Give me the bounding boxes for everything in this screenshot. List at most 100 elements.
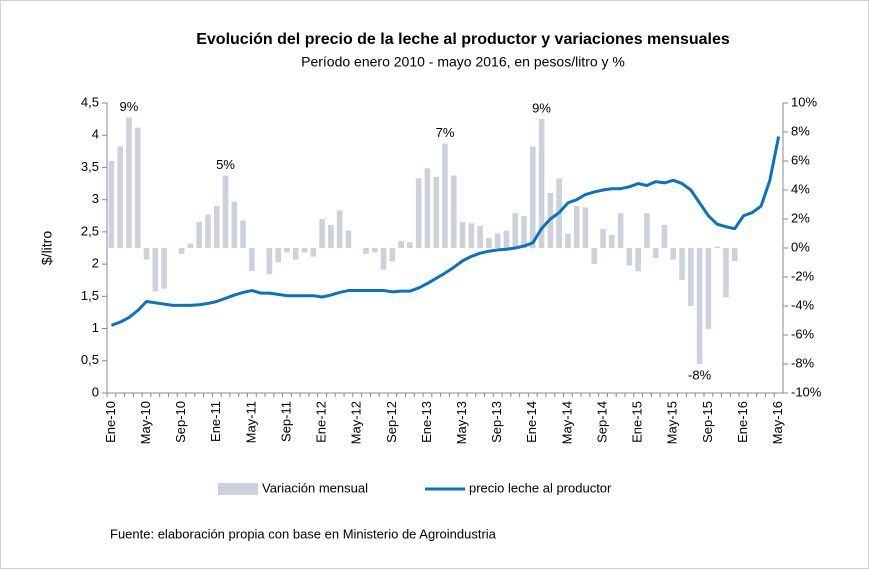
bar [240, 220, 246, 248]
y-tick-label: 2,5 [81, 223, 99, 238]
bar [450, 175, 457, 248]
x-tick-label: May-15 [665, 401, 680, 444]
bar [249, 248, 255, 272]
bar [108, 161, 115, 248]
x-tick-label: Sep-10 [173, 401, 188, 443]
bar [134, 127, 141, 248]
y2-tick-label: -10% [791, 384, 822, 399]
y-tick-label: 1 [92, 320, 99, 335]
bar [608, 234, 615, 248]
bar [529, 146, 536, 248]
x-tick-label: May-14 [559, 401, 574, 444]
y2-tick-label: -6% [791, 326, 815, 341]
y-tick-label: 0 [92, 384, 99, 399]
bar [661, 224, 668, 248]
bar [688, 248, 694, 306]
bar [205, 214, 211, 248]
bar [363, 248, 369, 254]
y2-tick-label: 8% [791, 123, 810, 138]
bar [380, 248, 387, 270]
bar [292, 248, 299, 260]
data-label: 9% [532, 100, 551, 115]
bar [117, 146, 123, 248]
bar [152, 248, 159, 292]
x-tick-label: Ene-14 [524, 401, 539, 443]
bar [336, 210, 343, 248]
bar [389, 248, 396, 262]
y2-tick-label: 4% [791, 181, 810, 196]
bar [635, 248, 641, 272]
data-label: 9% [120, 99, 139, 114]
bar [407, 242, 413, 248]
x-tick-label: Sep-13 [489, 401, 504, 443]
bar [424, 168, 431, 248]
bar [459, 221, 466, 248]
bar [161, 248, 167, 289]
bar [503, 230, 510, 248]
bar [433, 176, 440, 248]
bar [284, 248, 290, 253]
x-tick-label: Ene-10 [103, 401, 118, 443]
bar [512, 213, 519, 248]
x-tick-label: Sep-12 [384, 401, 399, 443]
bar [723, 248, 729, 298]
bar [328, 224, 334, 248]
y2-tick-label: 2% [791, 210, 810, 225]
bar [231, 201, 238, 248]
data-label: 5% [216, 157, 235, 172]
bar [670, 248, 677, 260]
y-tick-label: 4 [92, 127, 99, 142]
bar [213, 205, 220, 248]
chart-title: Evolución del precio de la leche al prod… [196, 31, 730, 48]
bar [143, 248, 150, 260]
bar [521, 216, 527, 248]
bar [626, 248, 633, 266]
y-axis-label: $/litro [39, 231, 55, 265]
bar [126, 117, 132, 248]
bar [468, 223, 475, 248]
y2-tick-label: 0% [791, 239, 810, 254]
bar [301, 248, 308, 253]
y2-tick-label: -2% [791, 268, 815, 283]
bar [696, 248, 703, 364]
y-tick-label: 3 [92, 191, 99, 206]
x-tick-label: Ene-15 [630, 401, 645, 443]
y-tick-label: 4,5 [81, 94, 99, 109]
y2-tick-label: 10% [791, 94, 817, 109]
data-label: -8% [688, 367, 712, 382]
y-tick-label: 0,5 [81, 352, 99, 367]
bar [652, 248, 659, 259]
y2-tick-label: 6% [791, 152, 810, 167]
bar [731, 248, 738, 262]
bar [679, 248, 685, 280]
bar [187, 243, 194, 248]
x-tick-label: Ene-16 [735, 401, 750, 443]
bar [345, 230, 352, 248]
y-tick-label: 2 [92, 256, 99, 271]
bar [494, 233, 501, 248]
bar [582, 207, 589, 248]
bar [196, 221, 202, 248]
x-tick-label: Sep-11 [278, 401, 293, 442]
bar [398, 240, 404, 248]
bar [644, 213, 650, 248]
bar [486, 237, 492, 248]
data-label: 7% [436, 125, 455, 140]
x-tick-label: May-13 [454, 401, 469, 444]
bar [266, 248, 273, 275]
legend-label: precio leche al productor [469, 480, 612, 495]
source-note: Fuente: elaboración propia con base en M… [110, 526, 497, 541]
y-tick-label: 3,5 [81, 159, 99, 174]
bar [371, 248, 378, 253]
bar [538, 118, 545, 248]
bar [705, 248, 712, 330]
bar [275, 248, 282, 263]
chart-subtitle: Período enero 2010 - mayo 2016, en pesos… [301, 54, 625, 70]
y2-tick-label: -4% [791, 297, 815, 312]
x-tick-label: Ene-11 [208, 401, 223, 442]
bar [591, 248, 598, 264]
bar [565, 233, 571, 248]
bar [319, 219, 325, 248]
